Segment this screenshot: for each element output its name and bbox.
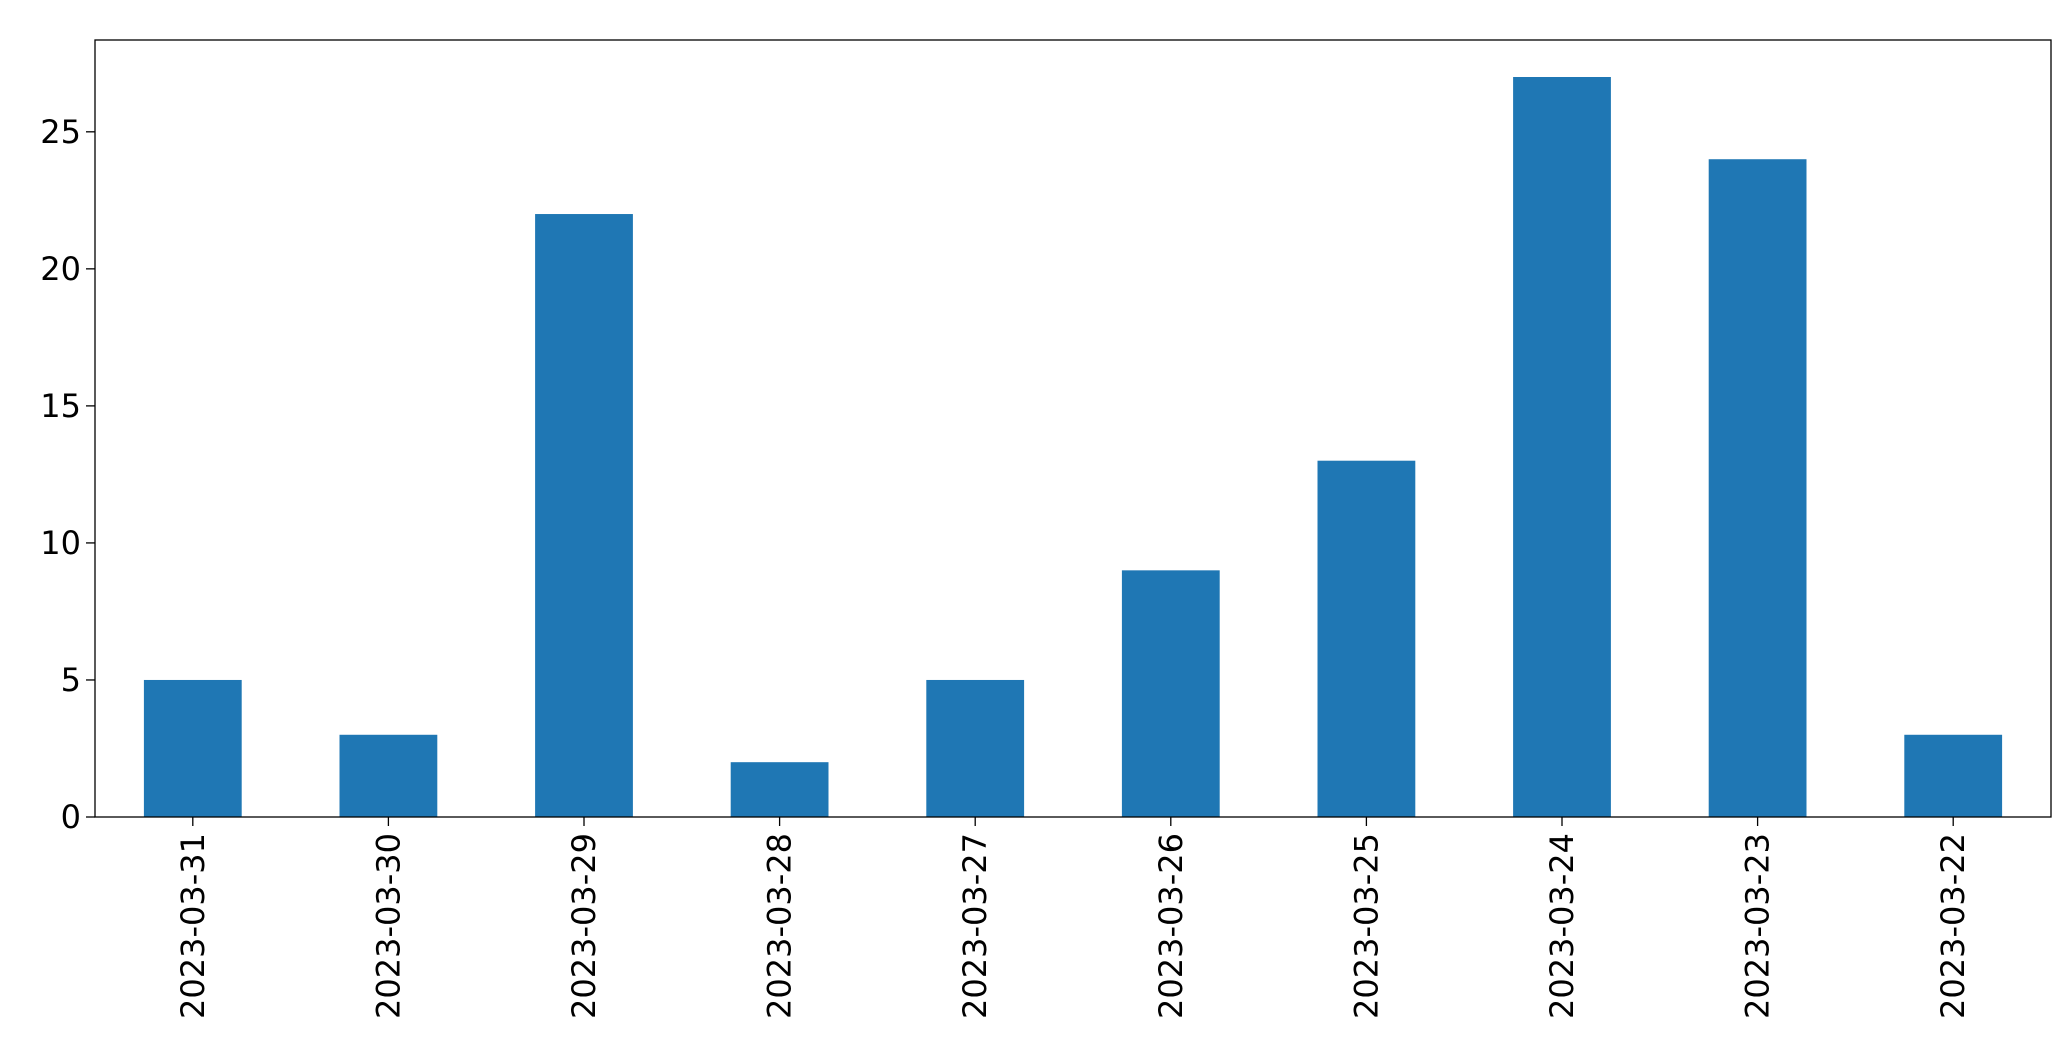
x-tick-label: 2023-03-24 xyxy=(1543,833,1581,1019)
y-tick-label: 25 xyxy=(40,113,81,151)
y-tick-label: 0 xyxy=(61,798,81,836)
y-tick-label: 10 xyxy=(40,524,81,562)
x-tick-label: 2023-03-25 xyxy=(1347,833,1385,1019)
x-tick-label: 2023-03-22 xyxy=(1934,833,1972,1019)
y-tick-label: 15 xyxy=(40,387,81,425)
y-tick-label: 5 xyxy=(61,661,81,699)
plot-frame xyxy=(94,39,2052,818)
x-tick-label: 2023-03-29 xyxy=(565,833,603,1019)
x-tick-label: 2023-03-30 xyxy=(369,833,407,1019)
bar xyxy=(1904,734,2003,817)
bar xyxy=(926,679,1025,817)
bar xyxy=(339,734,438,817)
x-tick-label: 2023-03-23 xyxy=(1739,833,1777,1019)
bar xyxy=(1708,159,1807,817)
bar xyxy=(730,762,829,817)
bar xyxy=(1513,77,1611,817)
bar xyxy=(535,214,633,817)
x-tick-label: 2023-03-31 xyxy=(174,833,212,1019)
x-tick-label: 2023-03-27 xyxy=(956,833,994,1019)
x-tick-label: 2023-03-26 xyxy=(1152,833,1190,1019)
x-tick-label: 2023-03-28 xyxy=(761,833,799,1019)
y-tick-label: 20 xyxy=(40,250,81,288)
bar xyxy=(1317,460,1416,817)
bar xyxy=(1121,570,1220,817)
bar xyxy=(143,679,242,817)
